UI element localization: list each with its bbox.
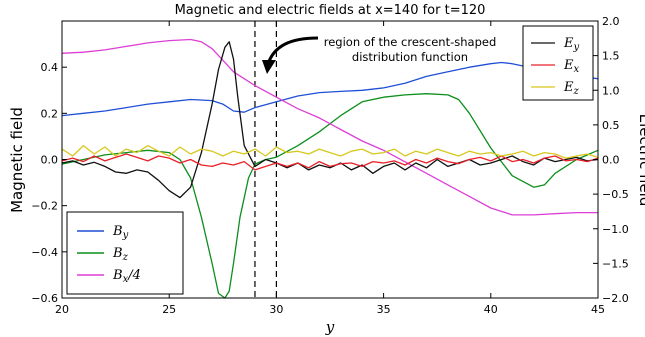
series-layer — [61, 21, 599, 299]
series-line-e-z — [61, 144, 599, 159]
y-right-tick-label: 0.5 — [602, 119, 620, 132]
legend-right: Ey Ex Ez — [522, 25, 594, 101]
x-tick-label: 45 — [591, 303, 605, 316]
y-left-tick-label: −0.4 — [31, 246, 58, 259]
ticks-layer: 20 25 30 35 40 45 −0.6 −0.4 −0.2 0.0 0.2 0.4 −2.0 −1.… — [31, 15, 628, 316]
series-line-e-y — [61, 41, 599, 199]
x-tick-label: 30 — [269, 303, 283, 316]
y-left-tick-label: −0.2 — [31, 200, 58, 213]
series-line-b-y — [61, 61, 599, 117]
plot-frame — [61, 20, 599, 299]
chart-title: Magnetic and electric fields at x=140 fo… — [175, 3, 486, 18]
series-line-e-x — [61, 153, 599, 171]
series-line-b-z — [61, 93, 599, 299]
annotation-arrowhead-icon — [262, 60, 276, 74]
y-axis-left-label: Magnetic field — [8, 107, 26, 213]
y-right-tick-label: 0.0 — [602, 154, 620, 167]
y-left-tick-label: 0.4 — [41, 61, 59, 74]
y-right-tick-label: −2.0 — [602, 292, 629, 305]
y-right-tick-label: −1.5 — [602, 257, 629, 270]
y-axis-right-label: Electric field — [636, 114, 645, 207]
y-left-tick-label: −0.6 — [31, 292, 58, 305]
y-right-tick-label: 2.0 — [602, 15, 620, 28]
y-left-tick-label: 0.2 — [41, 107, 59, 120]
annotation-line-2: distribution function — [352, 50, 468, 64]
y-right-tick-label: −1.0 — [602, 223, 629, 236]
y-right-tick-label: 1.0 — [602, 84, 620, 97]
annotation-arrow — [266, 36, 319, 65]
y-right-tick-label: 1.5 — [602, 50, 620, 63]
y-left-tick-label: 0.0 — [41, 154, 59, 167]
x-tick-label: 20 — [55, 303, 69, 316]
legend-label-bx4: Bx/4 — [112, 268, 141, 285]
x-tick-label: 35 — [377, 303, 391, 316]
x-tick-label: 40 — [484, 303, 498, 316]
series-line-b-x-4 — [61, 38, 598, 216]
x-tick-label: 25 — [162, 303, 176, 316]
y-right-tick-label: −0.5 — [602, 188, 629, 201]
legend-left: By Bz Bx/4 — [66, 211, 184, 295]
annotation-line-1: region of the crescent-shaped — [324, 35, 497, 49]
x-axis-label: y — [325, 318, 335, 336]
legend-right-box — [522, 25, 594, 101]
annotation: region of the crescent-shaped distributi… — [262, 35, 496, 74]
